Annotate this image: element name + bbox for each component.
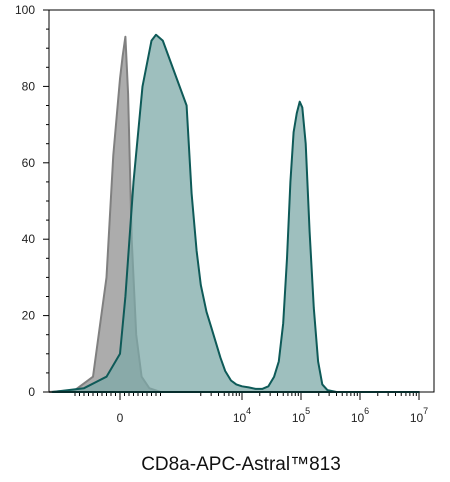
y-tick-label: 0 (28, 385, 35, 399)
x-tick-label-base: 10 (233, 411, 247, 425)
x-tick-label-exponent: 7 (423, 406, 428, 416)
y-tick-label: 80 (22, 79, 36, 93)
x-tick-label: 104 (233, 406, 251, 425)
x-tick-label-exponent: 6 (364, 406, 369, 416)
x-axis-ticks: 0 104 105 106 107 (74, 392, 428, 425)
x-axis-label: CD8a-APC-Astral™813 (141, 454, 341, 475)
stained-histogram-area (51, 33, 420, 393)
x-tick-label-base: 0 (117, 411, 124, 425)
x-tick-label-exponent: 5 (305, 406, 310, 416)
x-tick-label-base: 10 (410, 411, 424, 425)
x-tick-label-base: 10 (351, 411, 365, 425)
y-tick-label: 100 (15, 3, 35, 17)
x-tick-label: 105 (292, 406, 310, 425)
x-tick-label: 0 (117, 411, 124, 425)
x-tick-label-exponent: 4 (246, 406, 251, 416)
x-tick-label-base: 10 (292, 411, 306, 425)
y-axis-ticks: 0 20 40 60 80 100 (15, 3, 49, 399)
plot-frame (48, 9, 435, 393)
y-tick-label: 60 (22, 156, 36, 170)
x-tick-label: 106 (351, 406, 369, 425)
series-layer (48, 33, 420, 393)
x-tick-label: 107 (410, 406, 428, 425)
y-tick-label: 20 (22, 309, 36, 323)
y-tick-label: 40 (22, 232, 36, 246)
